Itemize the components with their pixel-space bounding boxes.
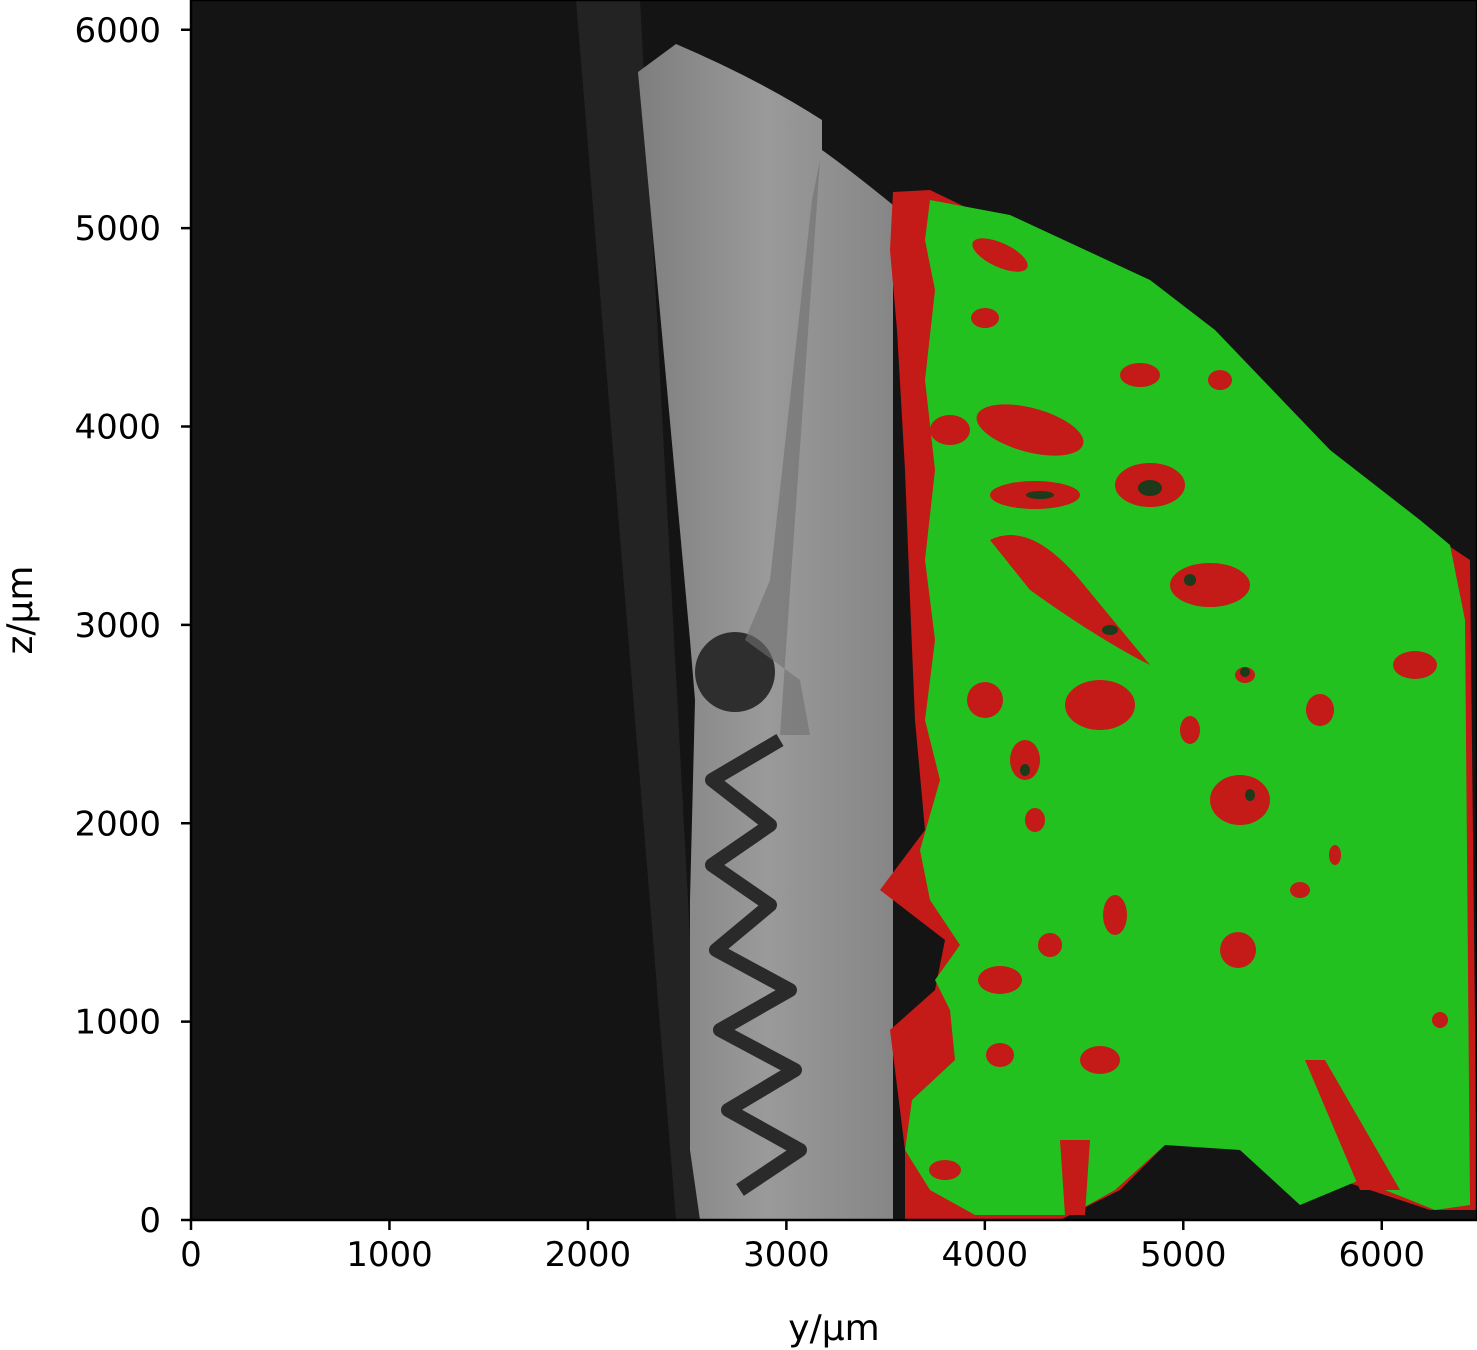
y-tick-label: 2000 [74, 804, 161, 844]
holder-band [576, 0, 705, 1220]
x-tick-label: 1000 [346, 1235, 433, 1275]
y-tick-label: 0 [139, 1201, 161, 1241]
implant-cavity [695, 632, 775, 712]
x-tick-label: 3000 [743, 1235, 830, 1275]
y-tick-label: 4000 [74, 408, 161, 448]
dark-specks [1020, 480, 1255, 801]
x-tick-label: 2000 [545, 1235, 632, 1275]
y-tick-label: 1000 [74, 1003, 161, 1043]
x-tick-label: 6000 [1338, 1235, 1425, 1275]
micrograph-image [191, 0, 1477, 1220]
bone-pores [929, 238, 1448, 1215]
y-tick-label: 3000 [74, 606, 161, 646]
y-tick-label: 6000 [74, 11, 161, 51]
y-axis-label: z/µm [0, 566, 41, 655]
x-tick-label: 5000 [1140, 1235, 1227, 1275]
x-tick-label: 4000 [942, 1235, 1029, 1275]
plot-frame [189, 0, 1477, 1222]
x-axis: 0 1000 2000 3000 4000 5000 6000 [180, 1220, 1425, 1275]
y-axis: 0 1000 2000 3000 4000 5000 6000 [74, 11, 191, 1241]
implant-inner-edge [745, 160, 820, 735]
y-tick-label: 5000 [74, 209, 161, 249]
x-tick-label: 0 [180, 1235, 202, 1275]
implant-threads [705, 733, 807, 1196]
x-axis-label: y/µm [788, 1308, 879, 1349]
